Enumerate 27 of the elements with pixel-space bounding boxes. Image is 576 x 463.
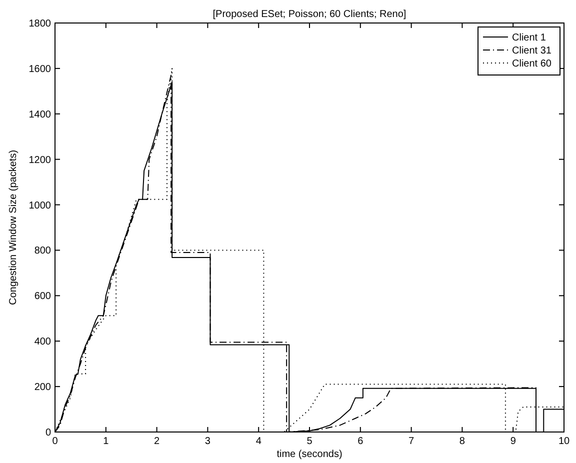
y-tick-label: 200 — [34, 382, 52, 394]
legend-label: Client 1 — [512, 32, 546, 44]
x-tick-label: 4 — [256, 436, 262, 447]
y-tick-label: 1800 — [28, 18, 52, 30]
y-tick-label: 1200 — [28, 154, 52, 166]
x-tick-label: 2 — [154, 436, 160, 447]
x-tick-label: 6 — [358, 436, 364, 447]
y-tick-label: 600 — [34, 291, 52, 302]
x-tick-label: 10 — [558, 436, 570, 447]
y-tick-label: 1000 — [28, 200, 52, 212]
x-tick-label: 7 — [408, 436, 415, 447]
x-tick-label: 3 — [204, 436, 211, 447]
x-tick-label: 0 — [52, 436, 58, 447]
x-tick-label: 1 — [103, 436, 110, 447]
legend-label: Client 60 — [512, 58, 552, 70]
y-tick-label: 0 — [45, 428, 52, 438]
x-tick-label: 9 — [510, 436, 516, 447]
y-tick-label: 1400 — [28, 109, 52, 120]
y-axis-title: Congestion Window Size (packets) — [8, 150, 19, 306]
x-tick-label: 5 — [306, 436, 313, 447]
y-tick-label: 400 — [34, 336, 52, 348]
x-tick-label: 8 — [459, 436, 466, 447]
y-tick-label: 800 — [34, 246, 52, 257]
chart-title: [Proposed ESet; Poisson; 60 Clients; Reno] — [212, 9, 406, 20]
legend-label: Client 31 — [512, 46, 552, 56]
x-axis-title: time (seconds) — [276, 449, 342, 460]
y-tick-label: 1600 — [28, 64, 52, 75]
